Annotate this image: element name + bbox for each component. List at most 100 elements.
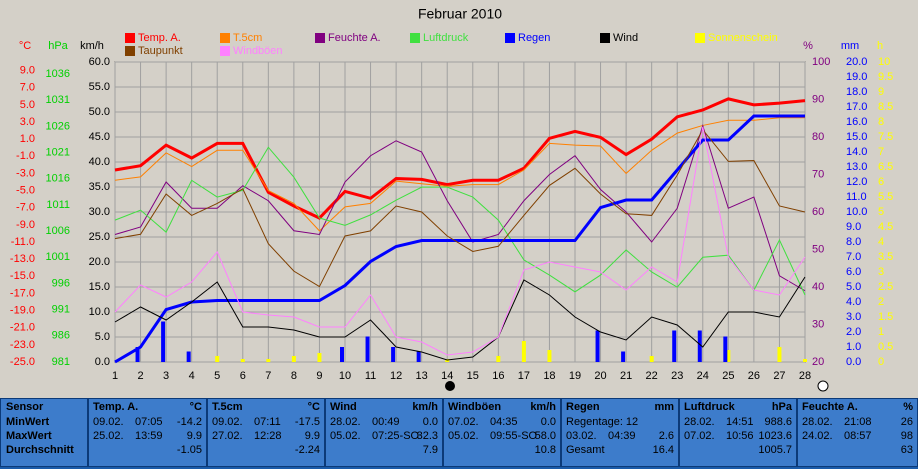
cell-value: 98 bbox=[900, 430, 913, 442]
bar bbox=[340, 347, 344, 362]
column-name: T.5cm bbox=[212, 401, 243, 413]
row: -1.05 bbox=[89, 444, 206, 457]
y-tick-label: 60 bbox=[812, 206, 824, 218]
y-tick-label: 986 bbox=[52, 330, 70, 342]
bar bbox=[365, 336, 370, 362]
cell-time: 07:05 bbox=[135, 416, 163, 428]
y-tick-label: 1016 bbox=[46, 173, 70, 185]
cell-value: 1023.6 bbox=[758, 430, 792, 442]
column-unit: hPa bbox=[771, 401, 792, 413]
bar bbox=[723, 336, 728, 362]
series-line bbox=[114, 126, 806, 356]
y-tick-label: 0 bbox=[878, 356, 884, 368]
column-unit: km/h bbox=[412, 401, 438, 413]
y-tick-label: 1011 bbox=[46, 199, 70, 211]
bar bbox=[186, 351, 191, 362]
row: MinWert bbox=[1, 416, 87, 429]
axis-unit-label: °C bbox=[19, 40, 31, 52]
cell-value: 9.9 bbox=[186, 430, 202, 442]
row: -2.24 bbox=[208, 444, 324, 457]
y-tick-label: 1.0 bbox=[20, 133, 35, 145]
bar bbox=[496, 356, 501, 362]
cell-date: 28.02. bbox=[684, 416, 715, 428]
cell-time: 09:55-SO bbox=[490, 430, 538, 442]
y-tick-label: -1.0 bbox=[16, 150, 35, 162]
y-tick-label: 7.0 bbox=[846, 251, 861, 263]
y-tick-label: 15.0 bbox=[89, 281, 110, 293]
cell-value: 0.0 bbox=[540, 416, 556, 428]
row: 05.02. 07:25-SO 32.3 bbox=[326, 430, 442, 443]
x-tick-label: 6 bbox=[240, 370, 246, 382]
axis-unit-label: mm bbox=[841, 40, 859, 52]
row: 28.02. 14:51 988.6 bbox=[680, 416, 796, 429]
y-tick-label: 996 bbox=[52, 277, 70, 289]
y-tick-label: 1021 bbox=[46, 146, 70, 158]
y-tick-label: 25.0 bbox=[89, 231, 110, 243]
cell-value: 16.4 bbox=[652, 444, 674, 456]
legend-label: Regen bbox=[518, 32, 550, 44]
legend-label: Temp. A. bbox=[138, 32, 181, 44]
y-tick-label: 4 bbox=[878, 236, 884, 248]
x-tick-label: 7 bbox=[265, 370, 271, 382]
summary-column: Wind km/h 28.02. 00:49 0.0 05.02. 07:25-SO 32.3… bbox=[325, 398, 443, 467]
chart-title: Februar 2010 bbox=[418, 6, 502, 22]
x-tick-label: 26 bbox=[748, 370, 760, 382]
bar bbox=[649, 356, 654, 362]
y-tick-label: 981 bbox=[52, 356, 70, 368]
x-tick-label: 2 bbox=[137, 370, 143, 382]
y-tick-label: 16.0 bbox=[846, 116, 867, 128]
summary-column: Windböen km/h 07.02. 04:35 0.0 05.02. 09:55-SO… bbox=[443, 398, 561, 467]
cell-value: 9.9 bbox=[304, 430, 320, 442]
x-tick-label: 22 bbox=[646, 370, 658, 382]
x-tick-label: 9 bbox=[316, 370, 322, 382]
cell-value: -1.05 bbox=[176, 444, 202, 456]
y-tick-label: 10.0 bbox=[89, 306, 110, 318]
bar bbox=[672, 330, 677, 362]
y-tick-label: 5 bbox=[878, 206, 884, 218]
y-tick-label: 1026 bbox=[46, 120, 70, 132]
y-tick-label: 40 bbox=[812, 281, 824, 293]
row: 09.02. 07:05 -14.2 bbox=[89, 416, 206, 429]
cell-time: 07:11 bbox=[254, 416, 281, 428]
series-line bbox=[114, 128, 806, 288]
y-tick-label: 80 bbox=[812, 131, 824, 143]
cell-time: 07:25-SO bbox=[372, 430, 420, 442]
column-name: Regen bbox=[566, 401, 600, 413]
cell-value: -17.5 bbox=[294, 416, 320, 428]
cell-label: Gesamt bbox=[566, 444, 605, 456]
y-tick-label: 0.5 bbox=[878, 341, 893, 353]
column-unit: km/h bbox=[530, 401, 556, 413]
series-line bbox=[114, 124, 806, 292]
full-moon-icon bbox=[817, 380, 829, 392]
cell-date: 27.02. bbox=[212, 430, 243, 442]
x-tick-label: 17 bbox=[518, 370, 530, 382]
y-tick-label: 5.0 bbox=[95, 331, 110, 343]
header-row: Luftdruck hPa bbox=[680, 401, 796, 414]
cell-time: 10:56 bbox=[726, 430, 754, 442]
y-tick-label: 100 bbox=[812, 56, 830, 68]
header-row: Regen mm bbox=[562, 401, 678, 414]
axis-unit-label: hPa bbox=[48, 40, 68, 52]
y-tick-label: 19.0 bbox=[846, 71, 867, 83]
x-tick-label: 18 bbox=[543, 370, 555, 382]
y-tick-label: 1036 bbox=[46, 68, 70, 80]
y-tick-label: 40.0 bbox=[89, 156, 110, 168]
y-tick-label: -13.0 bbox=[10, 253, 35, 265]
cell-value: 26 bbox=[900, 416, 913, 428]
x-tick-label: 12 bbox=[390, 370, 402, 382]
summary-column: Feuchte A.% 28.02. 21:08 26 24.02. 08:57 98 63 bbox=[797, 398, 918, 467]
y-tick-label: 10.0 bbox=[846, 206, 867, 218]
y-tick-label: -7.0 bbox=[16, 202, 35, 214]
y-tick-label: 35.0 bbox=[89, 181, 110, 193]
y-tick-label: 50.0 bbox=[89, 106, 110, 118]
y-tick-label: 8.0 bbox=[846, 236, 861, 248]
bar bbox=[726, 350, 731, 362]
row: 28.02. 00:49 0.0 bbox=[326, 416, 442, 429]
cell-time: 04:39 bbox=[608, 430, 636, 442]
summary-column: T.5cm °C 09.02. 07:11 -17.5 27.02. 12:28 9.9 -2.… bbox=[207, 398, 325, 467]
y-tick-label: -21.0 bbox=[10, 322, 35, 334]
row: 24.02. 08:57 98 bbox=[798, 430, 917, 443]
cell-time: 21:08 bbox=[844, 416, 872, 428]
header-row: T.5cm °C bbox=[208, 401, 324, 414]
x-tick-label: 27 bbox=[773, 370, 785, 382]
